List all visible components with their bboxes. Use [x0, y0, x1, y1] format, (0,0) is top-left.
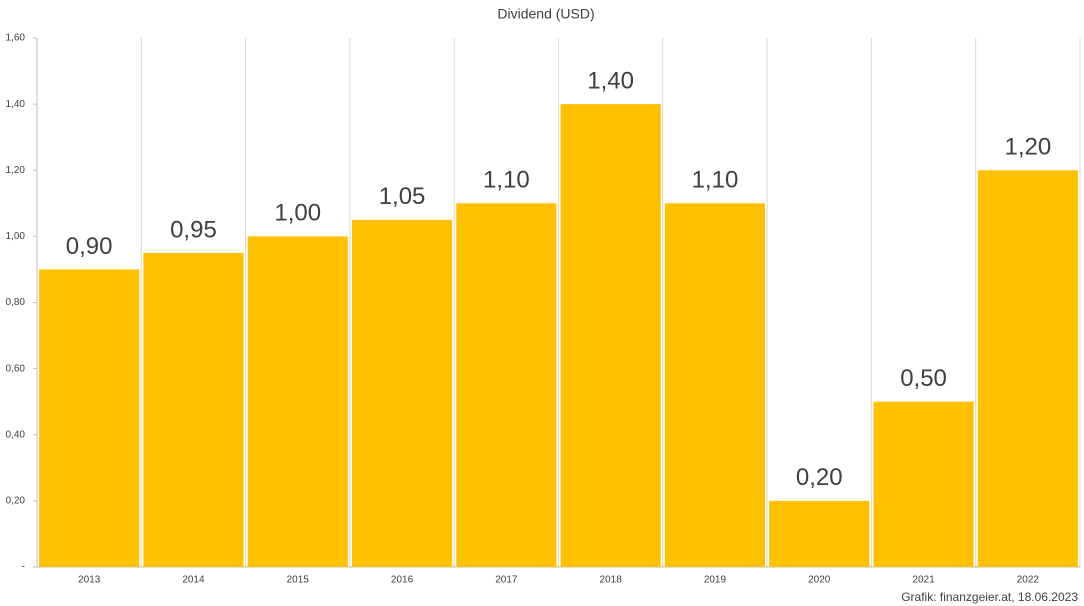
y-tick-label: 1,60 — [6, 33, 26, 44]
x-tick-label: 2013 — [78, 575, 101, 586]
y-tick-label: 0,20 — [6, 496, 26, 507]
y-tick-label: 0,80 — [6, 297, 26, 308]
value-label: 1,00 — [274, 200, 321, 227]
bar — [977, 170, 1078, 567]
y-tick-label: 0,60 — [6, 363, 26, 374]
value-label: 1,10 — [483, 167, 530, 194]
value-label: 0,90 — [66, 233, 113, 260]
x-tick-label: 2017 — [495, 575, 518, 586]
x-tick-label: 2022 — [1017, 575, 1040, 586]
value-label: 1,40 — [587, 67, 634, 94]
value-label: 0,50 — [900, 365, 947, 392]
bar — [456, 203, 557, 567]
value-label: 1,20 — [1004, 134, 1051, 161]
x-tick-label: 2018 — [600, 575, 623, 586]
value-label: 1,05 — [379, 183, 426, 210]
bar — [560, 104, 661, 567]
bar — [873, 401, 974, 567]
x-tick-label: 2014 — [182, 575, 205, 586]
x-tick-label: 2016 — [391, 575, 414, 586]
bar — [664, 203, 766, 567]
y-tick-label: 1,40 — [6, 99, 26, 110]
x-tick-label: 2019 — [704, 575, 727, 586]
bar — [351, 219, 453, 567]
y-tick-label: 0,40 — [6, 429, 26, 440]
bar — [247, 236, 348, 567]
bar — [769, 500, 870, 567]
value-label: 1,10 — [692, 167, 739, 194]
source-note: Grafik: finanzgeier.at, 18.06.2023 — [901, 590, 1078, 604]
value-label: 0,20 — [796, 464, 843, 491]
y-tick-label: 1,00 — [6, 231, 26, 242]
value-label: 0,95 — [170, 216, 217, 243]
chart-title: Dividend (USD) — [497, 6, 594, 22]
x-tick-label: 2020 — [808, 575, 831, 586]
bar — [39, 269, 140, 567]
x-tick-label: 2021 — [912, 575, 935, 586]
bar — [143, 252, 244, 567]
x-tick-label: 2015 — [287, 575, 310, 586]
y-tick-label: - — [22, 562, 25, 573]
y-tick-label: 1,20 — [6, 165, 26, 176]
